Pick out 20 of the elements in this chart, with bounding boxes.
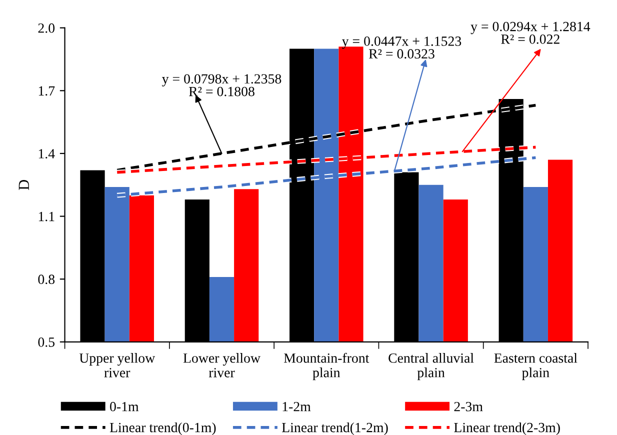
annotation: y = 0.0294x + 1.2814 R² = 0.022 — [470, 22, 590, 44]
x-tick-label: Upper yellow river — [79, 353, 156, 378]
legend-label: Linear trend(2-3m) — [454, 422, 560, 435]
legend-label: 1-2m — [282, 402, 311, 412]
y-tick-label: 1.1 — [38, 212, 54, 222]
y-tick-label: 1.4 — [38, 149, 55, 158]
x-tick-label: Central alluvial plain — [388, 353, 474, 380]
legend-label: 0-1m — [110, 402, 139, 412]
y-tick-label: 0.8 — [38, 274, 55, 284]
x-tick-label: Lower yellow river — [183, 353, 260, 378]
x-tick-label: Eastern coastal plain — [494, 353, 578, 380]
annotation: y = 0.0798x + 1.2358 R² = 0.1808 — [162, 74, 282, 96]
y-axis-title: D — [18, 180, 29, 190]
legend-label: Linear trend(1-2m) — [282, 422, 388, 435]
legend-label: Linear trend(0-1m) — [110, 422, 216, 435]
x-tick-label: Mountain-front plain — [284, 352, 370, 380]
y-tick-label: 1.7 — [38, 86, 55, 96]
y-tick-label: 2.0 — [38, 23, 55, 33]
y-tick-label: 0.5 — [38, 337, 55, 347]
legend-label: 2-3m — [454, 402, 483, 412]
